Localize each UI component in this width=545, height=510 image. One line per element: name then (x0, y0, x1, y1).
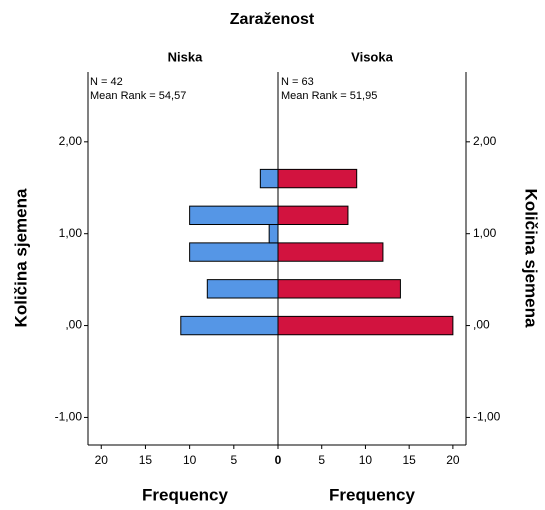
bar (268, 224, 279, 244)
y-tick-label: 1,00 (59, 226, 83, 240)
x-tick-label: 5 (230, 453, 237, 467)
bar (277, 205, 349, 226)
x-tick-label: 10 (183, 453, 197, 467)
x-tick-label: 15 (139, 453, 153, 467)
y-tick-label: ,00 (65, 318, 82, 332)
bar (206, 279, 279, 299)
mean-rank-label: Mean Rank = 54,57 (90, 90, 186, 102)
bar (277, 315, 454, 336)
y-axis-label: Količina sjemena (522, 189, 541, 328)
x-tick-label: 20 (95, 453, 109, 467)
x-tick-label: 20 (446, 453, 460, 467)
x-tick-label: 5 (318, 453, 325, 467)
x-axis-label: Frequency (329, 485, 416, 504)
x-axis-label: Frequency (142, 485, 229, 504)
n-label: N = 63 (281, 76, 314, 88)
chart-title: Zaraženost (230, 11, 315, 28)
bar (277, 168, 358, 189)
y-axis-label: Količina sjemena (11, 188, 30, 327)
bar (259, 168, 279, 189)
x-tick-label: 0 (275, 453, 282, 467)
y-tick-label: 1,00 (473, 226, 497, 240)
y-tick-label: ,00 (473, 318, 490, 332)
mean-rank-label: Mean Rank = 51,95 (281, 90, 377, 102)
x-tick-label: 15 (402, 453, 416, 467)
bar (277, 279, 401, 299)
group-label: Niska (168, 49, 203, 64)
y-tick-label: -1,00 (473, 410, 501, 424)
bar (189, 242, 279, 262)
bar (277, 242, 384, 262)
y-tick-label: 2,00 (59, 134, 83, 148)
group-label: Visoka (351, 49, 393, 64)
y-tick-label: 2,00 (473, 134, 497, 148)
n-label: N = 42 (90, 76, 123, 88)
bar (189, 205, 279, 226)
bar (180, 315, 279, 336)
y-tick-label: -1,00 (55, 410, 83, 424)
x-tick-label: 10 (359, 453, 373, 467)
